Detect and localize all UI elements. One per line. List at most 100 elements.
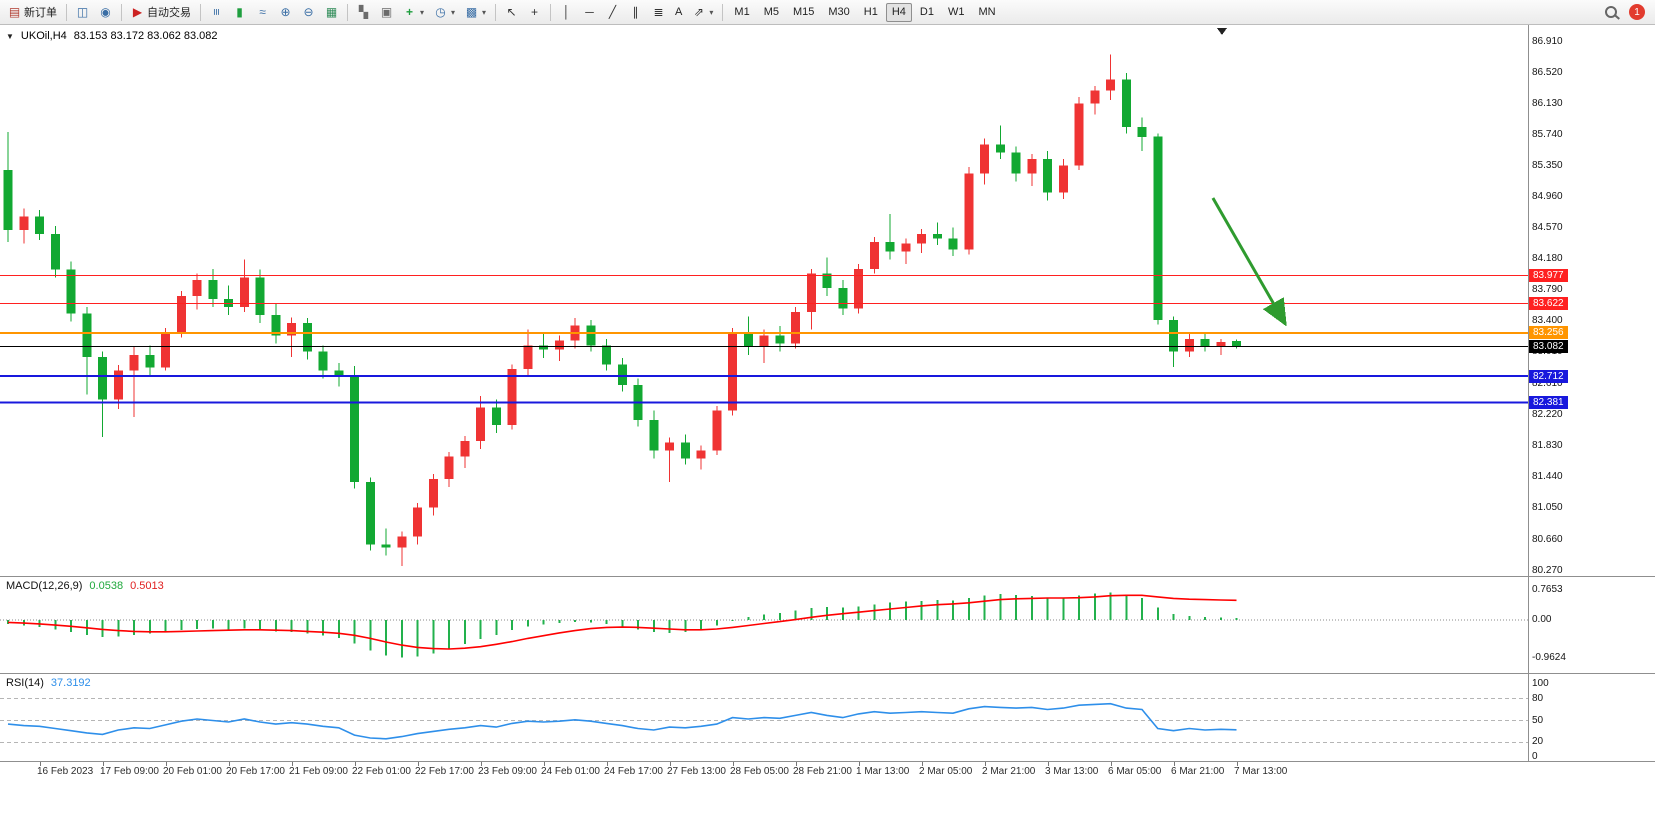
trendline-button[interactable]: ╱	[602, 2, 623, 22]
candle-body	[869, 241, 879, 269]
cascade-windows-button[interactable]: ▣	[376, 2, 397, 22]
main-chart-canvas[interactable]	[0, 25, 1528, 576]
market-watch-button[interactable]: ◫	[72, 2, 93, 22]
time-axis-label: 22 Feb 01:00	[352, 766, 411, 777]
price-badge: 83.622	[1529, 297, 1568, 310]
toolbar-divider	[495, 3, 497, 21]
candle-body	[271, 315, 281, 336]
arrows-tool-button[interactable]: ⇗ ▾	[688, 2, 717, 22]
rsi-axis-label: 80	[1532, 693, 1544, 704]
candlestick-chart-button[interactable]: ▮	[229, 2, 250, 22]
candle-body	[1169, 319, 1178, 352]
data-window-button[interactable]: ◉	[95, 2, 116, 22]
candle-body	[822, 273, 832, 288]
candle-body	[665, 442, 674, 451]
candle-body	[680, 442, 690, 459]
zoom-in-icon: ⊕	[280, 5, 291, 19]
crosshair-button[interactable]: +	[524, 2, 545, 22]
price-axis-label: 85.350	[1532, 160, 1563, 171]
sell-arrow-annotation[interactable]	[1211, 197, 1287, 327]
tile-windows-button[interactable]: ▚	[353, 2, 374, 22]
price-badge: 83.082	[1529, 340, 1568, 353]
timeframe-m30-button[interactable]: M30	[822, 3, 855, 22]
zoom-out-button[interactable]: ⊖	[298, 2, 319, 22]
zoom-in-button[interactable]: ⊕	[275, 2, 296, 22]
pane-splitter-rsi[interactable]	[0, 673, 1655, 674]
chevron-down-icon: ▾	[451, 7, 456, 17]
market-watch-icon: ◫	[76, 5, 89, 19]
time-axis[interactable]: 16 Feb 2023 17 Feb 09:00 20 Feb 01:00 20 Fe…	[0, 762, 1528, 784]
toolbar: ▤ 新订单 ◫ ◉ ▶ 自动交易 ≡ ▮ ≈ ⊕ ⊖ ▦ ▚ ▣ + ▾ ◷ ▾ ▩ ▾ ↖ + │ ─ ╱ ∥ ≣ A ⇗ ▾ M1 M5 M…	[0, 0, 1655, 25]
time-axis-tick	[1111, 762, 1112, 766]
line-chart-button[interactable]: ≈	[252, 2, 273, 22]
fibonacci-button[interactable]: ≣	[648, 2, 669, 22]
toolbar-divider	[200, 3, 201, 21]
new-order-icon: ▤	[8, 5, 21, 19]
candle-body	[554, 340, 564, 350]
toolbar-divider	[347, 3, 348, 21]
timeframe-h1-button[interactable]: H1	[858, 3, 884, 22]
new-order-button[interactable]: ▤ 新订单	[4, 2, 61, 22]
price-axis-label: 80.270	[1532, 565, 1563, 576]
candle-body	[161, 333, 170, 368]
candle-body	[1011, 152, 1021, 174]
price-badge: 83.256	[1529, 326, 1568, 339]
notification-badge[interactable]: 1	[1629, 4, 1645, 20]
timeframe-m5-button[interactable]: M5	[758, 3, 785, 22]
candle-body	[444, 456, 454, 479]
text-tool-button[interactable]: A	[671, 2, 686, 22]
arrows-icon: ⇗	[693, 5, 704, 19]
candle-body	[350, 375, 359, 483]
time-axis-tick	[229, 762, 230, 766]
cursor-button[interactable]: ↖	[501, 2, 522, 22]
grid-button[interactable]: ▦	[321, 2, 342, 22]
time-axis-label: 6 Mar 05:00	[1108, 766, 1162, 777]
search-button[interactable]	[1601, 2, 1621, 22]
toolbar-divider	[550, 3, 552, 21]
chart-menu-arrow-icon[interactable]: ▼	[6, 31, 14, 41]
horizontal-line-button[interactable]: ─	[579, 2, 600, 22]
rsi-pane-canvas[interactable]	[0, 674, 1528, 761]
candle-body	[145, 354, 155, 368]
timeframe-h4-button[interactable]: H4	[885, 2, 912, 22]
template-button[interactable]: ▩ ▾	[461, 2, 490, 22]
channel-button[interactable]: ∥	[625, 2, 646, 22]
chart-ohlc-values: 83.153 83.172 83.062 83.082	[73, 30, 218, 42]
macd-name: MACD(12,26,9)	[6, 580, 83, 592]
candle-body	[964, 173, 974, 250]
chart-shift-marker-icon[interactable]	[1217, 28, 1227, 35]
time-axis-tick	[40, 762, 41, 766]
macd-axis-label: 0.00	[1532, 614, 1552, 625]
period-button[interactable]: ◷ ▾	[430, 2, 459, 22]
autotrading-button[interactable]: ▶ 自动交易	[127, 2, 195, 22]
macd-axis-label: 0.7653	[1532, 584, 1563, 595]
vertical-line-button[interactable]: │	[556, 2, 577, 22]
new-chart-button[interactable]: + ▾	[399, 2, 428, 22]
timeframe-w1-button[interactable]: W1	[942, 3, 971, 22]
candle-body	[82, 313, 92, 358]
macd-pane-canvas[interactable]	[0, 577, 1528, 673]
candle-body	[728, 334, 737, 411]
pane-splitter-macd[interactable]	[0, 576, 1655, 577]
timeframe-m1-button[interactable]: M1	[728, 3, 755, 22]
price-axis-label: 83.790	[1532, 284, 1563, 295]
candle-body	[476, 407, 485, 441]
candle-body	[948, 238, 958, 250]
chart-area[interactable]: ▼ UKOil,H4 83.153 83.172 83.062 83.082 M…	[0, 25, 1655, 827]
candle-body	[523, 345, 533, 370]
timeframe-mn-button[interactable]: MN	[972, 3, 1001, 22]
time-axis-tick	[544, 762, 545, 766]
time-axis-label: 20 Feb 17:00	[226, 766, 285, 777]
timeframe-d1-button[interactable]: D1	[914, 3, 940, 22]
line-chart-icon: ≈	[259, 5, 266, 19]
candle-body	[129, 354, 139, 371]
timeframe-m15-button[interactable]: M15	[787, 3, 820, 22]
chevron-down-icon: ▾	[709, 7, 714, 17]
macd-signal-line	[7, 594, 1237, 650]
price-scale-border	[1528, 25, 1529, 762]
candle-body	[176, 295, 186, 334]
search-icon	[1605, 6, 1617, 18]
time-axis-label: 1 Mar 13:00	[856, 766, 910, 777]
rsi-line	[7, 702, 1237, 740]
bar-chart-button[interactable]: ≡	[206, 2, 227, 22]
